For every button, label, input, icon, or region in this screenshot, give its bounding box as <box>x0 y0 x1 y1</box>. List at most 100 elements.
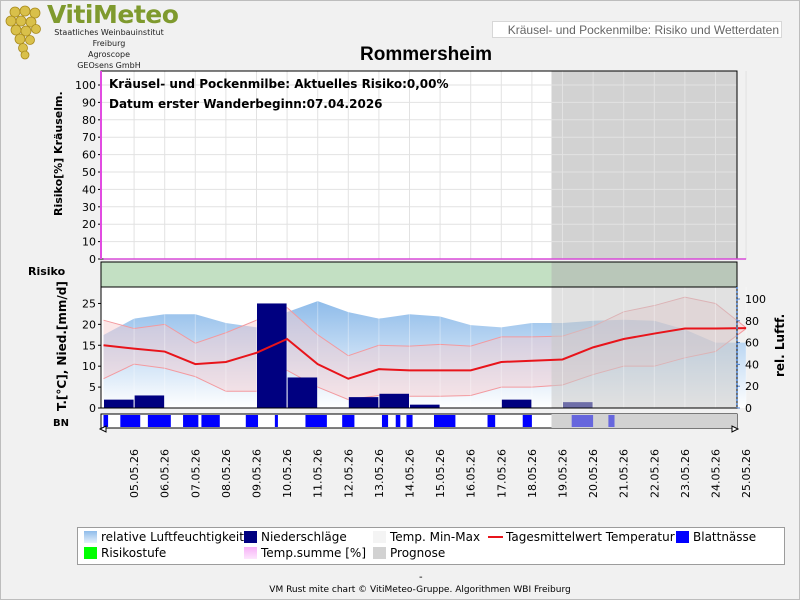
date-tick-label: 16.05.26 <box>465 449 478 498</box>
leaf-wetness-bar <box>201 415 220 427</box>
weather-panel: 0 5 10 15 20 25 0 20 40 60 80 100 <box>82 286 766 415</box>
leaf-wetness-bar <box>571 415 594 427</box>
date-tick-label: 21.05.26 <box>618 449 631 498</box>
date-tick-label: 13.05.26 <box>373 449 386 498</box>
risk-panel: 0 10 20 30 40 50 60 70 80 90 100 <box>75 70 747 266</box>
leaf-wetness-label: BN <box>53 418 69 429</box>
footer-credit: VM Rust mite chart © VitiMeteo-Gruppe. A… <box>269 585 571 595</box>
first-migration-date-annotation: Datum erster Wanderbeginn:07.04.2026 <box>109 97 383 111</box>
temp-mean-line <box>103 327 747 380</box>
date-tick-label: 17.05.26 <box>495 449 508 498</box>
logo-line-institute: Staatliches Weinbauinstitut Freiburg <box>54 28 164 48</box>
leaf-wetness-bar <box>487 415 496 427</box>
risk-level-swatch-icon <box>84 547 97 559</box>
date-tick-label: 24.05.26 <box>710 449 723 498</box>
weather-panel-ylabel: T.[°C], Nied.[mm/d] <box>55 281 69 411</box>
precip-bar <box>501 399 532 408</box>
risk-ytick-label: 60 <box>82 149 96 162</box>
leaf-wetness-bar <box>245 415 259 427</box>
date-tick-label: 23.05.26 <box>679 449 692 498</box>
precip-bar <box>348 397 379 408</box>
date-tick-label: 15.05.26 <box>434 449 447 498</box>
chart-legend: relative Luftfeuchtigkeit Niederschläge … <box>77 527 785 565</box>
date-tick-label: 14.05.26 <box>404 449 417 498</box>
humidity-ytick-label: 40 <box>745 358 759 371</box>
risk-ytick-label: 100 <box>75 79 96 92</box>
leaf-wetness-bar <box>120 415 141 427</box>
scroll-right-icon <box>731 425 740 433</box>
humidity-ytick-label: 80 <box>745 315 759 328</box>
page-title: Kräusel- und Pockenmilbe: Risiko und Wet… <box>492 21 782 38</box>
legend-temp-mean: Tagesmittelwert Temperatur <box>506 530 675 544</box>
humidity-ytick-label: 60 <box>745 337 759 350</box>
risk-ytick-label: 40 <box>82 183 96 196</box>
temp-range-swatch-icon <box>373 531 386 543</box>
risk-ytick-label: 70 <box>82 131 96 144</box>
risk-panel-ylabel: Risiko[%] Kräuselm. <box>52 91 65 216</box>
leaf-wetness-bar <box>183 415 199 427</box>
weather-ytick-label: 5 <box>89 381 96 394</box>
leaf-wetness-bar <box>274 415 278 427</box>
weather-ytick-label: 0 <box>89 402 96 415</box>
date-tick-label: 20.05.26 <box>587 449 600 498</box>
date-tick-label: 10.05.26 <box>281 449 294 498</box>
risk-ytick-label: 0 <box>89 253 96 266</box>
legend-humidity: relative Luftfeuchtigkeit <box>101 530 244 544</box>
date-tick-label: 06.05.26 <box>159 449 172 498</box>
humidity-swatch-icon <box>84 531 97 543</box>
precip-bar <box>134 395 165 408</box>
weather-ytick-label: 20 <box>82 318 96 331</box>
chart-title: Rommersheim <box>360 44 492 65</box>
leaf-wetness-bar <box>342 415 355 427</box>
weather-ytick-label: 10 <box>82 360 96 373</box>
temp-mean-line-icon <box>488 536 503 538</box>
precip-bar <box>257 303 287 408</box>
date-tick-label: 08.05.26 <box>220 449 233 498</box>
leaf-wetness-bar <box>103 415 109 427</box>
date-tick-label: 25.05.26 <box>740 449 753 498</box>
humidity-ytick-label: 0 <box>745 402 752 415</box>
precipitation-swatch-icon <box>244 531 257 543</box>
forecast-shade-bn <box>551 414 737 428</box>
forecast-shade-risk <box>551 71 737 259</box>
risk-ytick-label: 90 <box>82 96 96 109</box>
leaf-wetness-bar <box>433 415 456 427</box>
humidity-ytick-label: 20 <box>745 380 759 393</box>
weather-ytick-label: 25 <box>82 297 96 310</box>
temp-sum-swatch-icon <box>244 547 257 559</box>
date-tick-label: 09.05.26 <box>251 449 264 498</box>
risk-ytick-label: 50 <box>82 166 96 179</box>
risk-ytick-label: 10 <box>82 236 96 249</box>
humidity-ytick-label: 100 <box>745 293 766 306</box>
leaf-wetness-swatch-icon <box>676 531 689 543</box>
weather-panel-ylabel-right: rel. Luftf. <box>773 314 787 377</box>
scroll-left-icon <box>98 425 107 433</box>
risk-band-label: Risiko <box>28 265 66 278</box>
leaf-wetness-bar <box>147 415 171 427</box>
risk-ytick-label: 80 <box>82 114 96 127</box>
forecast-shade-band <box>551 262 737 287</box>
date-tick-label: 22.05.26 <box>648 449 661 498</box>
date-tick-label: 11.05.26 <box>312 449 325 498</box>
legend-leaf-wetness: Blattnässe <box>693 530 757 544</box>
risk-ytick-label: 30 <box>82 201 96 214</box>
precip-bar <box>379 393 409 408</box>
grapes-logo-icon <box>5 5 41 60</box>
leaf-wetness-bar <box>406 415 413 427</box>
precip-bar <box>410 404 440 408</box>
date-tick-label: 07.05.26 <box>189 449 202 498</box>
legend-forecast: Prognose <box>390 546 446 560</box>
precip-bar <box>104 399 134 408</box>
weather-ytick-label: 15 <box>82 339 96 352</box>
risk-band-panel <box>100 261 738 288</box>
logo-line-geosens: GEOsens GmbH <box>77 61 141 70</box>
date-tick-label: 18.05.26 <box>526 449 539 498</box>
risk-ytick-label: 20 <box>82 218 96 231</box>
legend-risk-level: Risikostufe <box>101 546 167 560</box>
forecast-shade-weather <box>551 287 737 408</box>
current-risk-annotation: Kräusel- und Pockenmilbe: Aktuelles Risi… <box>109 77 449 91</box>
forecast-swatch-icon <box>373 547 386 559</box>
legend-temp-range: Temp. Min-Max <box>390 530 481 544</box>
date-tick-label: 05.05.26 <box>128 449 141 498</box>
